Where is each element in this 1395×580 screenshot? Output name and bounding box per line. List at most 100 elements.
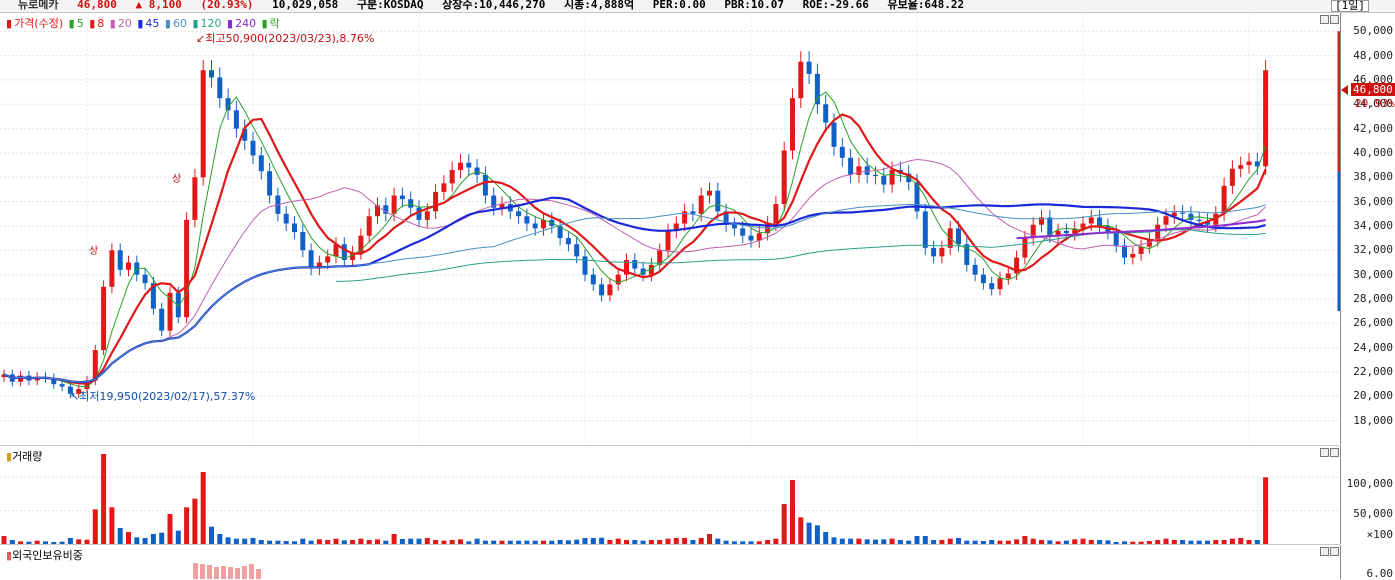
- candle-body: [1196, 219, 1202, 222]
- period-selector[interactable]: [1일]: [1331, 0, 1369, 12]
- candle-body: [126, 262, 131, 270]
- volume-bar: [1105, 540, 1111, 544]
- volume-bar: [756, 541, 762, 544]
- volume-bar: [1055, 541, 1061, 544]
- listed-shares: 상장수:10,446,270: [442, 0, 546, 11]
- candle-body: [150, 283, 156, 309]
- volume-bar: [549, 540, 555, 544]
- foreign-legend-icon: ▮: [6, 549, 13, 562]
- candle-body: [1097, 217, 1103, 226]
- price-tick-label: 34,000: [1353, 218, 1393, 232]
- volume-bar: [458, 539, 463, 544]
- volume-bar: [507, 540, 513, 544]
- candle-body: [516, 211, 522, 217]
- volume-bar: [350, 540, 356, 544]
- candle-body: [632, 260, 638, 269]
- candle-body: [225, 98, 231, 111]
- volume-bar: [1205, 540, 1210, 544]
- volume-bar: [109, 507, 115, 544]
- price-tick-label: 42,000: [1353, 121, 1393, 135]
- candle-body: [922, 211, 928, 248]
- price-chart[interactable]: [0, 13, 1340, 445]
- price-tick-label: 46,000: [1353, 72, 1393, 86]
- candle-body: [267, 171, 273, 196]
- volume-bar: [142, 538, 148, 544]
- foreign-ownership-chart[interactable]: [0, 545, 1340, 579]
- candle-body: [864, 166, 870, 175]
- candle-body: [92, 350, 98, 381]
- volume-bar: [383, 540, 389, 544]
- candle-body: [823, 104, 829, 123]
- legend-ma120: 120: [200, 17, 222, 30]
- volume-bar: [300, 538, 306, 544]
- volume-bar: [242, 538, 248, 544]
- volume-close-button[interactable]: [1330, 448, 1339, 457]
- volume-bar: [399, 539, 405, 544]
- volume-bar: [1039, 540, 1044, 544]
- volume-bar: [897, 540, 903, 544]
- volume-bar: [541, 540, 546, 544]
- candle-body: [449, 169, 455, 184]
- volume-bar: [92, 509, 98, 544]
- candle-body: [1155, 224, 1161, 240]
- foreign-bar: [228, 567, 233, 579]
- volume-bar: [873, 539, 878, 544]
- volume-bar: [574, 539, 580, 544]
- candle-body: [1072, 228, 1078, 234]
- legend-ma8-icon: ▮: [89, 17, 96, 30]
- ma20-line: [3, 158, 1266, 383]
- pbr-value: PBR:10.07: [724, 0, 784, 11]
- volume-bar: [209, 526, 214, 544]
- volume-bar: [416, 538, 422, 544]
- volume-minimize-button[interactable]: [1320, 448, 1329, 457]
- volume-bar: [192, 498, 198, 544]
- volume-bar: [972, 540, 978, 544]
- foreign-bar: [249, 564, 254, 579]
- candle-body: [1030, 224, 1036, 239]
- candle-body: [258, 155, 264, 172]
- volume-bar: [980, 541, 986, 544]
- candle-body: [690, 211, 696, 214]
- candle-body: [682, 211, 688, 224]
- panel-minimize-button[interactable]: [1320, 15, 1329, 24]
- candle-body: [1080, 223, 1086, 229]
- volume-panel[interactable]: ▮거래량: [0, 446, 1340, 545]
- foreign-close-button[interactable]: [1330, 547, 1339, 556]
- foreign-ownership-panel[interactable]: ▮외국인보유비중: [0, 545, 1340, 579]
- foreign-minimize-button[interactable]: [1320, 547, 1329, 556]
- candle-body: [565, 238, 571, 245]
- volume-bar: [673, 538, 679, 544]
- volume-bar: [947, 538, 953, 544]
- candle-body: [989, 283, 995, 290]
- legend-ma5: 5: [76, 17, 84, 30]
- candle-body: [408, 199, 414, 208]
- candle-body: [607, 284, 613, 296]
- candle-body: [615, 274, 621, 285]
- candle-body: [1014, 257, 1020, 274]
- volume-bar: [499, 540, 505, 544]
- candle-body: [333, 244, 339, 257]
- foreign-bar: [242, 566, 247, 579]
- candle-body: [1263, 70, 1269, 167]
- volume-bar: [781, 504, 787, 544]
- volume-bar: [532, 540, 538, 544]
- panel-close-button[interactable]: [1330, 15, 1339, 24]
- limit-up-text-1: 상: [89, 246, 99, 257]
- legend-ma5-icon: ▮: [68, 17, 75, 30]
- reserve-ratio: 유보율:648.22: [887, 0, 965, 11]
- high-annotation: ↙최고50,900(2023/03/23),8.76%: [196, 32, 375, 45]
- legend-fall-icon: ▮: [261, 17, 268, 30]
- volume-bar: [599, 537, 605, 544]
- volume-bar: [341, 540, 347, 544]
- candle-body: [1005, 273, 1011, 279]
- candle-body: [117, 250, 123, 270]
- candle-body: [1246, 161, 1252, 166]
- foreign-axis: 6.00: [1340, 545, 1395, 580]
- candle-body: [399, 195, 405, 200]
- price-tick-label: 44,000: [1353, 97, 1393, 111]
- price-chart-panel[interactable]: ▮ 가격(수정) ▮ 5 ▮ 8 ▮ 20 ▮ 45 ▮ 60 ▮ 120 ▮ 240 ▮ 락 ↙…: [0, 13, 1340, 446]
- candle-body: [715, 190, 721, 212]
- volume-bar: [1088, 540, 1094, 544]
- candle-body: [657, 250, 663, 265]
- volume-chart[interactable]: [0, 446, 1340, 544]
